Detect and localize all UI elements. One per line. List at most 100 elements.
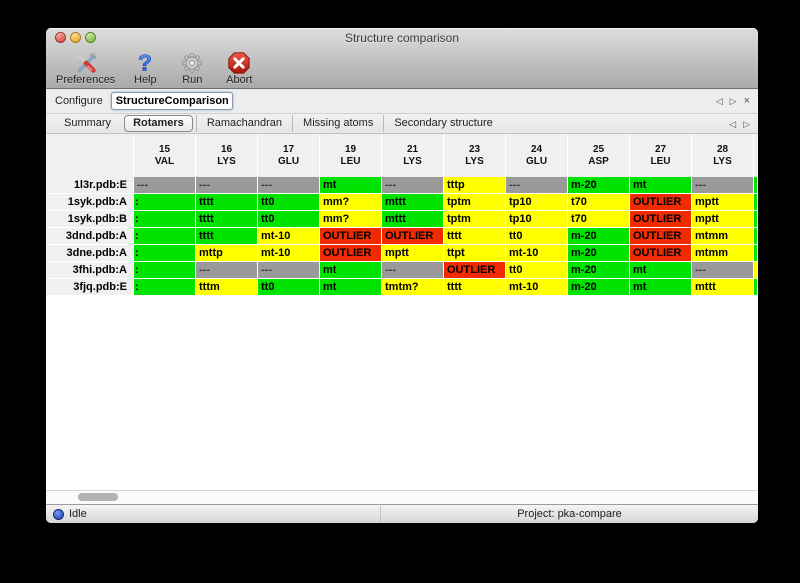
clipped-column-cell[interactable]: [754, 245, 758, 262]
rotamer-cell[interactable]: m-20: [568, 177, 630, 194]
rotamer-cell[interactable]: mt-10: [506, 245, 568, 262]
rotamer-cell[interactable]: m-20: [568, 262, 630, 279]
column-header-24[interactable]: 24 GLU: [506, 134, 568, 177]
rotamer-cell[interactable]: t70: [568, 211, 630, 228]
rotamer-cell[interactable]: :: [134, 279, 196, 296]
rotamer-cell[interactable]: mttt: [382, 211, 444, 228]
clipped-column-cell[interactable]: [754, 211, 758, 228]
tab-secondary-structure[interactable]: Secondary structure: [383, 115, 502, 132]
tab-missing-atoms[interactable]: Missing atoms: [292, 115, 383, 132]
minimize-window-button[interactable]: [70, 32, 81, 43]
rotamer-cell[interactable]: mt: [320, 279, 382, 296]
rotamer-cell[interactable]: OUTLIER: [382, 228, 444, 245]
rotamer-cell[interactable]: ---: [382, 262, 444, 279]
rotamer-cell[interactable]: mm?: [320, 211, 382, 228]
column-header-27[interactable]: 27 LEU: [630, 134, 692, 177]
tab-ramachandran[interactable]: Ramachandran: [195, 115, 292, 132]
zoom-window-button[interactable]: [85, 32, 96, 43]
scrollbar-thumb[interactable]: [78, 493, 118, 501]
rotamer-cell[interactable]: tptm: [444, 194, 506, 211]
rotamer-cell[interactable]: ---: [134, 177, 196, 194]
clipped-column-cell[interactable]: [754, 177, 758, 194]
rotamer-cell[interactable]: mm?: [320, 194, 382, 211]
rotamer-cell[interactable]: OUTLIER: [630, 211, 692, 228]
row-label-1l3r-pdb-e[interactable]: 1l3r.pdb:E: [46, 177, 134, 194]
rotamer-cell[interactable]: mttt: [692, 279, 754, 296]
rotamer-cell[interactable]: mt: [320, 262, 382, 279]
rotamer-cell[interactable]: t70: [568, 194, 630, 211]
rotamer-cell[interactable]: OUTLIER: [320, 228, 382, 245]
toolbar-button-run[interactable]: Run: [175, 51, 209, 86]
column-header-16[interactable]: 16 LYS: [196, 134, 258, 177]
rotamer-cell[interactable]: mtmm: [692, 245, 754, 262]
rotamer-cell[interactable]: tt0: [258, 211, 320, 228]
rotamer-cell[interactable]: OUTLIER: [444, 262, 506, 279]
column-header-17[interactable]: 17 GLU: [258, 134, 320, 177]
rotamer-cell[interactable]: tptm: [444, 211, 506, 228]
rotamer-cell[interactable]: ---: [506, 177, 568, 194]
rotamer-cell[interactable]: m-20: [568, 245, 630, 262]
close-window-button[interactable]: [55, 32, 66, 43]
toolbar-button-preferences[interactable]: Preferences: [56, 51, 115, 86]
rotamer-cell[interactable]: mtmm: [692, 228, 754, 245]
rotamer-cell[interactable]: m-20: [568, 279, 630, 296]
row-label-3fjq-pdb-e[interactable]: 3fjq.pdb:E: [46, 279, 134, 296]
rotamer-cell[interactable]: tttt: [196, 228, 258, 245]
row-label-3dnd-pdb-a[interactable]: 3dnd.pdb:A: [46, 228, 134, 245]
rotamer-cell[interactable]: m-20: [568, 228, 630, 245]
rotamer-cell[interactable]: ---: [196, 262, 258, 279]
clipped-column-cell[interactable]: [754, 262, 758, 279]
column-header-19[interactable]: 19 LEU: [320, 134, 382, 177]
configure-name-input[interactable]: [110, 92, 233, 110]
rotamer-cell[interactable]: mt: [630, 177, 692, 194]
rotamer-cell[interactable]: :: [134, 245, 196, 262]
rotamer-cell[interactable]: tt0: [258, 279, 320, 296]
rotamer-cell[interactable]: mttp: [196, 245, 258, 262]
rotamer-cell[interactable]: tttt: [444, 228, 506, 245]
toolbar-button-help[interactable]: ? Help: [128, 51, 162, 86]
next-arrow-icon[interactable]: ▷: [729, 96, 737, 106]
rotamer-cell[interactable]: tmtm?: [382, 279, 444, 296]
column-header-21[interactable]: 21 LYS: [382, 134, 444, 177]
rotamer-cell[interactable]: tttp: [444, 177, 506, 194]
rotamer-cell[interactable]: :: [134, 194, 196, 211]
rotamer-cell[interactable]: mt-10: [258, 245, 320, 262]
next-arrow-icon[interactable]: ▷: [743, 118, 750, 129]
rotamer-cell[interactable]: mttt: [382, 194, 444, 211]
rotamer-cell[interactable]: tt0: [258, 194, 320, 211]
rotamer-cell[interactable]: tttt: [196, 211, 258, 228]
clipped-column-cell[interactable]: [754, 279, 758, 296]
clipped-column-cell[interactable]: [754, 228, 758, 245]
rotamer-cell[interactable]: OUTLIER: [630, 228, 692, 245]
rotamer-cell[interactable]: tttm: [196, 279, 258, 296]
rotamer-cell[interactable]: mt: [320, 177, 382, 194]
rotamer-cell[interactable]: ---: [692, 262, 754, 279]
row-label-1syk-pdb-a[interactable]: 1syk.pdb:A: [46, 194, 134, 211]
tab-rotamers[interactable]: Rotamers: [124, 115, 193, 132]
column-header-25[interactable]: 25 ASP: [568, 134, 630, 177]
rotamer-cell[interactable]: mptt: [692, 194, 754, 211]
row-label-3fhi-pdb-a[interactable]: 3fhi.pdb:A: [46, 262, 134, 279]
rotamer-cell[interactable]: OUTLIER: [630, 245, 692, 262]
horizontal-scrollbar[interactable]: [46, 490, 758, 504]
rotamer-cell[interactable]: mt: [630, 262, 692, 279]
prev-arrow-icon[interactable]: ◁: [715, 96, 723, 106]
rotamer-cell[interactable]: mt-10: [506, 279, 568, 296]
rotamer-cell[interactable]: tp10: [506, 211, 568, 228]
rotamer-cell[interactable]: tt0: [506, 228, 568, 245]
rotamer-cell[interactable]: mt-10: [258, 228, 320, 245]
rotamer-cell[interactable]: ---: [258, 177, 320, 194]
column-header-15[interactable]: 15 VAL: [134, 134, 196, 177]
row-label-1syk-pdb-b[interactable]: 1syk.pdb:B: [46, 211, 134, 228]
rotamer-cell[interactable]: :: [134, 262, 196, 279]
rotamer-cell[interactable]: tttt: [444, 279, 506, 296]
title-bar[interactable]: Structure comparison: [46, 28, 758, 48]
rotamer-cell[interactable]: OUTLIER: [630, 194, 692, 211]
rotamer-cell[interactable]: mt: [630, 279, 692, 296]
close-icon[interactable]: ×: [743, 95, 750, 107]
rotamer-cell[interactable]: ---: [382, 177, 444, 194]
row-label-3dne-pdb-a[interactable]: 3dne.pdb:A: [46, 245, 134, 262]
rotamer-cell[interactable]: OUTLIER: [320, 245, 382, 262]
rotamer-cell[interactable]: mptt: [382, 245, 444, 262]
column-header-28[interactable]: 28 LYS: [692, 134, 754, 177]
